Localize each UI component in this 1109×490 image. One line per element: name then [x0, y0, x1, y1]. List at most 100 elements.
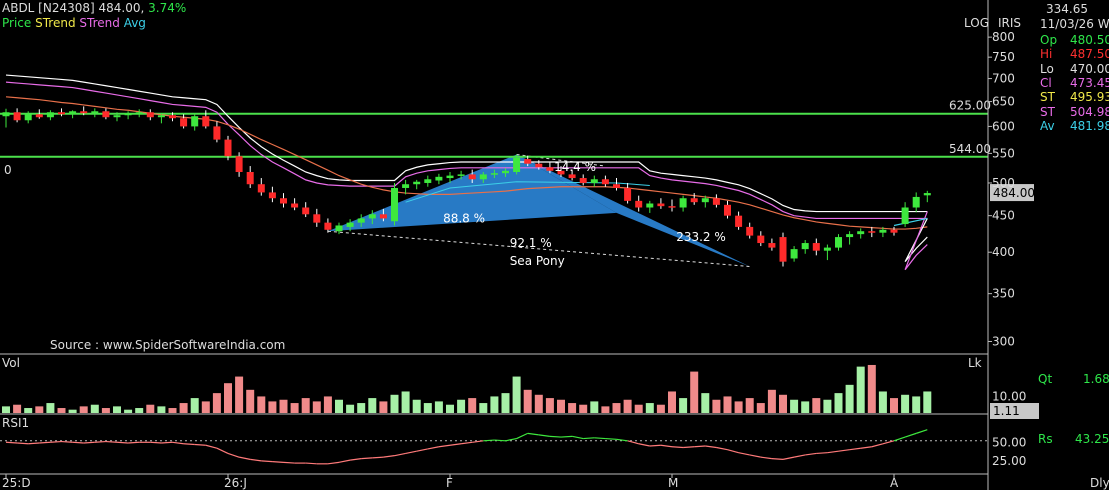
- candle[interactable]: [146, 112, 154, 118]
- volume-bar[interactable]: [479, 403, 488, 413]
- candle[interactable]: [790, 249, 798, 259]
- candle[interactable]: [912, 196, 920, 208]
- candle[interactable]: [490, 173, 498, 175]
- volume-panel[interactable]: 10.00: [2, 364, 1026, 413]
- volume-bar[interactable]: [834, 393, 843, 413]
- candle[interactable]: [513, 157, 521, 173]
- period-label[interactable]: Dly: [1090, 476, 1109, 490]
- candle[interactable]: [302, 207, 310, 215]
- candle[interactable]: [91, 111, 99, 114]
- candle[interactable]: [613, 184, 620, 188]
- candle[interactable]: [58, 112, 65, 115]
- volume-bar[interactable]: [79, 406, 88, 413]
- candle[interactable]: [724, 204, 731, 216]
- candle[interactable]: [124, 113, 132, 116]
- volume-bar[interactable]: [790, 399, 799, 413]
- candle[interactable]: [135, 112, 143, 114]
- candle[interactable]: [657, 203, 665, 207]
- volume-bar[interactable]: [224, 383, 232, 413]
- candle[interactable]: [646, 203, 654, 208]
- volume-bar[interactable]: [734, 401, 743, 413]
- rsi-panel[interactable]: 50.00 25.00: [0, 429, 1026, 468]
- candle[interactable]: [435, 176, 443, 181]
- volume-bar[interactable]: [301, 398, 310, 413]
- volume-bar[interactable]: [656, 404, 665, 413]
- iris-toggle[interactable]: IRIS: [998, 16, 1022, 30]
- volume-bar[interactable]: [390, 394, 399, 413]
- candle[interactable]: [601, 179, 609, 185]
- candle[interactable]: [779, 237, 787, 262]
- candle[interactable]: [568, 174, 576, 179]
- candle[interactable]: [80, 111, 88, 114]
- volume-bar[interactable]: [690, 371, 699, 413]
- volume-bar[interactable]: [767, 389, 776, 413]
- volume-bar[interactable]: [568, 403, 577, 413]
- volume-bar[interactable]: [867, 364, 876, 413]
- volume-bar[interactable]: [878, 391, 887, 413]
- candle[interactable]: [424, 179, 432, 183]
- candle[interactable]: [2, 112, 10, 117]
- volume-bar[interactable]: [279, 399, 288, 413]
- candle[interactable]: [624, 187, 632, 201]
- volume-bar[interactable]: [679, 398, 688, 413]
- log-toggle[interactable]: LOG: [964, 16, 990, 30]
- candle[interactable]: [402, 184, 410, 188]
- volume-bar[interactable]: [357, 403, 366, 413]
- volume-bar[interactable]: [157, 406, 166, 413]
- candle[interactable]: [291, 203, 299, 208]
- candle[interactable]: [868, 231, 876, 233]
- volume-bar[interactable]: [246, 389, 255, 413]
- volume-bar[interactable]: [212, 393, 221, 413]
- volume-bar[interactable]: [845, 384, 854, 413]
- volume-bar[interactable]: [346, 404, 355, 413]
- volume-bar[interactable]: [801, 401, 810, 413]
- candle[interactable]: [690, 198, 698, 203]
- candle[interactable]: [712, 198, 720, 205]
- candle[interactable]: [468, 174, 476, 180]
- volume-bar[interactable]: [446, 404, 454, 413]
- candle[interactable]: [224, 139, 232, 157]
- candle[interactable]: [379, 214, 387, 219]
- volume-bar[interactable]: [323, 396, 332, 413]
- candle[interactable]: [835, 237, 842, 248]
- candle[interactable]: [213, 126, 221, 140]
- candle[interactable]: [268, 192, 276, 199]
- candle[interactable]: [257, 184, 265, 193]
- volume-bar[interactable]: [57, 408, 66, 413]
- volume-bar[interactable]: [723, 396, 732, 413]
- volume-bar[interactable]: [101, 408, 110, 413]
- candle[interactable]: [757, 235, 765, 244]
- candle[interactable]: [191, 116, 199, 127]
- candle[interactable]: [679, 198, 687, 208]
- candle[interactable]: [857, 231, 865, 235]
- volume-bar[interactable]: [235, 376, 244, 413]
- volume-bar[interactable]: [368, 398, 377, 413]
- volume-bar[interactable]: [712, 399, 721, 413]
- candle[interactable]: [169, 115, 176, 119]
- volume-bar[interactable]: [124, 409, 133, 413]
- volume-bar[interactable]: [890, 398, 898, 413]
- volume-bar[interactable]: [779, 394, 787, 413]
- volume-bar[interactable]: [179, 403, 188, 413]
- candle[interactable]: [524, 159, 532, 164]
- volume-bar[interactable]: [312, 401, 321, 413]
- candle[interactable]: [901, 207, 909, 225]
- candle[interactable]: [113, 115, 121, 118]
- candle[interactable]: [923, 193, 931, 196]
- candle[interactable]: [357, 218, 365, 223]
- candle[interactable]: [735, 215, 743, 227]
- candle[interactable]: [557, 170, 565, 175]
- legend-price[interactable]: Price: [2, 16, 32, 30]
- candle[interactable]: [157, 115, 165, 118]
- candle[interactable]: [768, 243, 776, 248]
- candle[interactable]: [579, 178, 587, 183]
- volume-bar[interactable]: [745, 398, 754, 413]
- candle[interactable]: [391, 187, 398, 222]
- volume-bar[interactable]: [190, 398, 199, 413]
- candle[interactable]: [502, 170, 509, 174]
- candle[interactable]: [102, 111, 110, 118]
- candle[interactable]: [812, 243, 820, 251]
- candle[interactable]: [457, 174, 465, 176]
- legend-avg[interactable]: Avg: [123, 16, 146, 30]
- candle[interactable]: [479, 174, 487, 180]
